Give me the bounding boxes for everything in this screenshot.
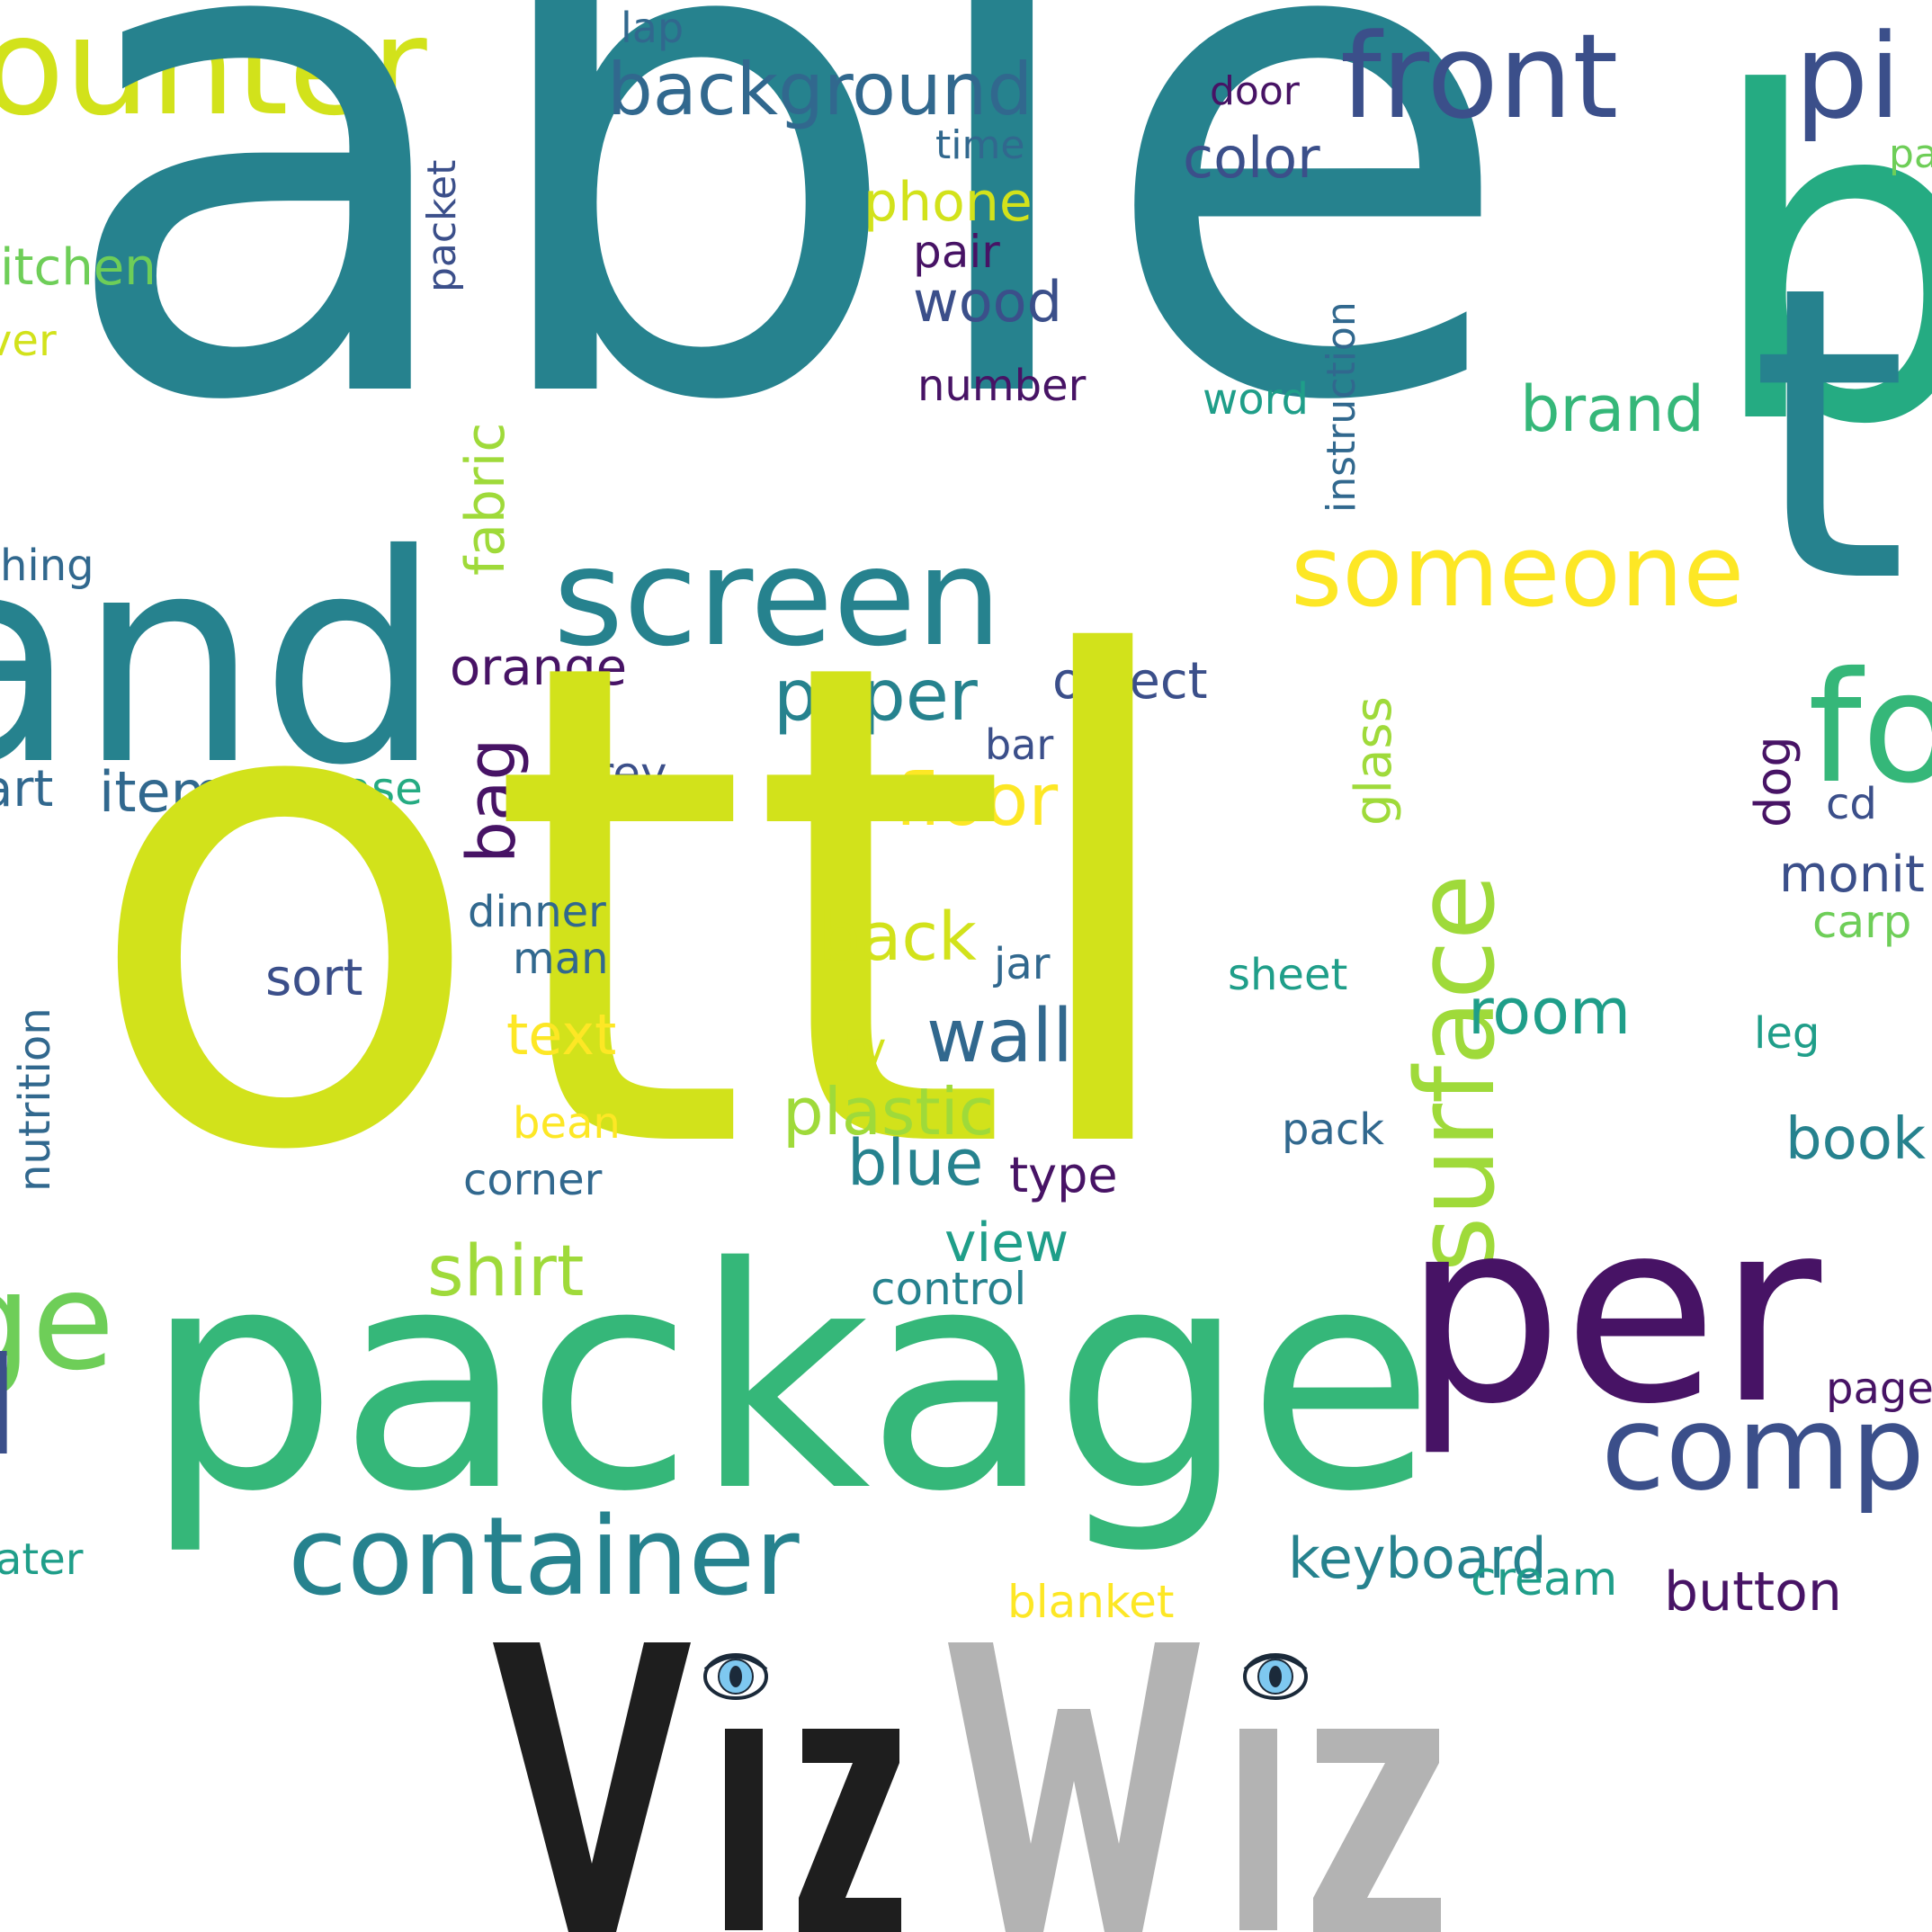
cloud-word: floor [895, 758, 1059, 842]
cloud-word: object [1052, 652, 1208, 711]
cloud-word: b [1704, 0, 1932, 523]
cloud-word: page [1826, 1364, 1932, 1414]
cloud-word: room [1468, 975, 1632, 1049]
cloud-word: screen [553, 520, 1002, 676]
cloud-word: leg [1754, 1008, 1820, 1059]
word-cloud: ounter able lap background front pi door b time c… [0, 0, 1932, 1628]
cloud-word: ater [0, 1534, 84, 1585]
cloud-word: book [1785, 1106, 1926, 1173]
logo-wiz-letters [948, 1642, 1441, 1932]
cloud-word: ottl [81, 521, 1195, 1296]
cloud-word: view [944, 1212, 1069, 1275]
cloud-word: bean [513, 1098, 621, 1149]
cloud-word: dinner [468, 887, 606, 937]
cloud-word: comp [1601, 1380, 1926, 1516]
cloud-word: control [871, 1263, 1027, 1315]
cloud-word: pack [1282, 1105, 1385, 1155]
cloud-word: button [1664, 1561, 1842, 1623]
cloud-word: time [935, 122, 1025, 168]
cloud-word: orange [450, 639, 628, 697]
cloud-word: bar [985, 720, 1054, 769]
cloud-word: item [99, 759, 226, 825]
cloud-word: man [513, 934, 609, 984]
cloud-word: hing [0, 541, 94, 591]
eye-icon [1243, 1653, 1308, 1700]
cloud-word: pi [1794, 8, 1901, 145]
cloud-word: l [0, 1329, 20, 1486]
cloud-word: lap [621, 4, 684, 52]
eye-icon [703, 1653, 768, 1700]
cloud-word: pair [913, 226, 1000, 278]
cloud-word: ounter [0, 0, 427, 146]
cloud-word: blue [847, 1126, 984, 1200]
cloud-word: blanket [1007, 1576, 1175, 1628]
cloud-word: packet [419, 159, 465, 292]
cloud-word: dog [1745, 736, 1802, 827]
cloud-word: and [0, 494, 443, 828]
cloud-word: cd [1826, 779, 1877, 829]
cloud-word: number [917, 361, 1087, 411]
cloud-word: tv [844, 1024, 887, 1074]
cloud-word: keyboard [1288, 1525, 1547, 1591]
cloud-word: itchen [0, 238, 157, 297]
cloud-word: per [1403, 1167, 1822, 1460]
cloud-word: nutrition [10, 1007, 60, 1192]
cloud-word: phone [863, 171, 1033, 234]
cloud-word: art [0, 760, 54, 818]
cloud-word: back [818, 899, 977, 976]
cloud-word: glass [1345, 696, 1403, 826]
cloud-word: wood [913, 269, 1062, 335]
cloud-word: shirt [427, 1231, 585, 1312]
cloud-word: front [1340, 8, 1619, 145]
cloud-word: door [1210, 68, 1300, 114]
cloud-word: ver [0, 316, 57, 366]
cloud-word: paper [774, 656, 978, 737]
cloud-word: text [506, 1002, 617, 1068]
cloud-word: ge [0, 1244, 115, 1400]
cloud-word: sort [265, 949, 363, 1007]
cloud-word: cream [1471, 1552, 1618, 1606]
cloud-word: t [1749, 201, 1909, 672]
cloud-word: sheet [1228, 950, 1348, 1000]
logo-viz-letters [493, 1642, 901, 1932]
cloud-word: grey [567, 747, 667, 800]
cloud-word: jar [994, 939, 1051, 989]
cloud-word: instruction [1319, 301, 1364, 513]
cloud-word: type [1009, 1147, 1118, 1203]
cloud-word: color [1183, 125, 1320, 191]
cloud-word: corner [463, 1155, 603, 1205]
cloud-word: case [319, 763, 423, 815]
cloud-word: monit [1779, 845, 1925, 904]
cloud-word: container [288, 1495, 800, 1620]
cloud-word: able [54, 0, 1517, 550]
cloud-word: background [607, 48, 1033, 131]
cloud-word: plastic [783, 1074, 995, 1149]
vizwiz-logo [493, 1642, 1441, 1932]
cloud-word: pa [1889, 131, 1932, 177]
cloud-word: package [144, 1203, 1436, 1559]
cloud-word: carp [1812, 896, 1912, 948]
cloud-word: word [1203, 374, 1309, 425]
cloud-word: fo [1808, 640, 1932, 818]
cloud-word: wall [926, 994, 1073, 1079]
cloud-word: someone [1291, 514, 1745, 629]
cloud-word: brand [1520, 372, 1704, 446]
